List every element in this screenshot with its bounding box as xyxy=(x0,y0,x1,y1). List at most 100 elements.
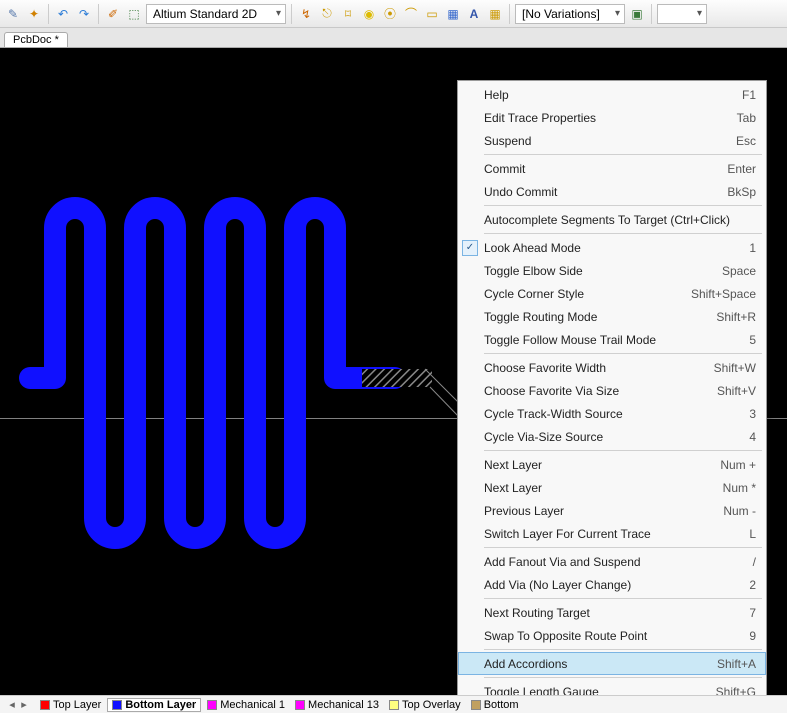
routing-context-menu: HelpF1Edit Trace PropertiesTabSuspendEsc… xyxy=(457,80,767,695)
variations-dropdown[interactable]: [No Variations] xyxy=(515,4,625,24)
menu-item[interactable]: Add Via (No Layer Change)2 xyxy=(458,573,766,596)
menu-item-label: Cycle Track-Width Source xyxy=(484,407,737,421)
menu-item[interactable]: Toggle Elbow SideSpace xyxy=(458,259,766,282)
tool-icon[interactable]: ⬚ xyxy=(125,5,143,23)
tool-icon[interactable]: ✎ xyxy=(4,5,22,23)
menu-item-label: Suspend xyxy=(484,134,724,148)
menu-item-label: Add Via (No Layer Change) xyxy=(484,578,737,592)
menu-item[interactable]: Swap To Opposite Route Point9 xyxy=(458,624,766,647)
menu-item-shortcut: Enter xyxy=(727,162,756,176)
separator xyxy=(291,4,292,24)
layer-nav: ◂ ▸ xyxy=(6,698,30,711)
layer-scroll-left-icon[interactable]: ◂ xyxy=(6,698,18,711)
menu-item-label: Toggle Length Gauge xyxy=(484,685,704,696)
menu-item[interactable]: Toggle Routing ModeShift+R xyxy=(458,305,766,328)
menu-item-label: Switch Layer For Current Trace xyxy=(484,527,737,541)
tool-icon[interactable]: ⌒ xyxy=(402,5,420,23)
tool-icon[interactable]: ▦ xyxy=(486,5,504,23)
menu-item[interactable]: Cycle Track-Width Source3 xyxy=(458,402,766,425)
menu-item-label: Undo Commit xyxy=(484,185,715,199)
layer-name: Mechanical 1 xyxy=(220,699,285,711)
menu-separator xyxy=(484,598,762,599)
menu-item[interactable]: Choose Favorite Via SizeShift+V xyxy=(458,379,766,402)
tool-icon[interactable]: ✦ xyxy=(25,5,43,23)
menu-separator xyxy=(484,205,762,206)
menu-item[interactable]: HelpF1 xyxy=(458,83,766,106)
layer-tab[interactable]: Mechanical 1 xyxy=(203,698,289,712)
menu-item[interactable]: Choose Favorite WidthShift+W xyxy=(458,356,766,379)
menu-item[interactable]: Add Fanout Via and Suspend/ xyxy=(458,550,766,573)
menu-item[interactable]: Autocomplete Segments To Target (Ctrl+Cl… xyxy=(458,208,766,231)
layer-scroll-right-icon[interactable]: ▸ xyxy=(18,698,30,711)
layer-tab[interactable]: Bottom xyxy=(467,698,523,712)
undo-icon[interactable]: ↶ xyxy=(54,5,72,23)
menu-item[interactable]: SuspendEsc xyxy=(458,129,766,152)
menu-item[interactable]: Next Layer Num + xyxy=(458,453,766,476)
document-tabs: PcbDoc * xyxy=(0,28,787,48)
separator xyxy=(48,4,49,24)
document-tab[interactable]: PcbDoc * xyxy=(4,32,68,47)
view-mode-label: Altium Standard 2D xyxy=(153,7,257,21)
menu-item-shortcut: Num + xyxy=(720,458,756,472)
menu-separator xyxy=(484,450,762,451)
menu-item-label: Swap To Opposite Route Point xyxy=(484,629,737,643)
menu-item-shortcut: 7 xyxy=(749,606,756,620)
layer-swatch xyxy=(40,700,50,710)
menu-separator xyxy=(484,353,762,354)
tab-title: PcbDoc * xyxy=(13,34,59,46)
tool-icon[interactable]: ⌑ xyxy=(339,5,357,23)
menu-item-label: Add Fanout Via and Suspend xyxy=(484,555,741,569)
menu-item[interactable]: Toggle Length Gauge Shift+G xyxy=(458,680,766,695)
menu-item[interactable]: Undo CommitBkSp xyxy=(458,180,766,203)
layer-name: Bottom Layer xyxy=(125,699,196,711)
tool-icon[interactable]: ⦿ xyxy=(381,5,399,23)
layer-name: Bottom xyxy=(484,699,519,711)
tool-icon[interactable]: ↯ xyxy=(297,5,315,23)
layer-swatch xyxy=(389,700,399,710)
menu-item-shortcut: Num * xyxy=(723,481,756,495)
menu-item[interactable]: Next Routing Target 7 xyxy=(458,601,766,624)
redo-icon[interactable]: ↷ xyxy=(75,5,93,23)
menu-item[interactable]: Cycle Via-Size Source4 xyxy=(458,425,766,448)
menu-item-label: Toggle Follow Mouse Trail Mode xyxy=(484,333,737,347)
check-icon: ✓ xyxy=(462,240,478,256)
menu-item[interactable]: Edit Trace PropertiesTab xyxy=(458,106,766,129)
tool-icon[interactable]: ▭ xyxy=(423,5,441,23)
menu-item[interactable]: Next LayerNum * xyxy=(458,476,766,499)
menu-item-label: Cycle Via-Size Source xyxy=(484,430,737,444)
menu-item[interactable]: Toggle Follow Mouse Trail Mode5 xyxy=(458,328,766,351)
menu-item[interactable]: CommitEnter xyxy=(458,157,766,180)
menu-item-shortcut: Shift+G xyxy=(716,685,756,696)
menu-item[interactable]: Previous LayerNum - xyxy=(458,499,766,522)
menu-item-shortcut: Shift+A xyxy=(717,657,756,671)
tool-icon[interactable]: ⎋ xyxy=(318,5,336,23)
menu-separator xyxy=(484,154,762,155)
tool-icon[interactable]: ✐ xyxy=(104,5,122,23)
empty-dropdown[interactable] xyxy=(657,4,707,24)
menu-item-shortcut: Num - xyxy=(723,504,756,518)
tool-icon[interactable]: ▣ xyxy=(628,5,646,23)
menu-item[interactable]: ✓Look Ahead Mode1 xyxy=(458,236,766,259)
layer-swatch xyxy=(207,700,217,710)
view-mode-dropdown[interactable]: Altium Standard 2D xyxy=(146,4,286,24)
menu-item-label: Choose Favorite Width xyxy=(484,361,702,375)
text-tool-icon[interactable]: A xyxy=(465,5,483,23)
pcb-trace xyxy=(0,48,460,608)
layer-tab[interactable]: Top Layer xyxy=(36,698,105,712)
tool-icon[interactable]: ▦ xyxy=(444,5,462,23)
menu-item[interactable]: Add AccordionsShift+A xyxy=(458,652,766,675)
menu-item-label: Next Routing Target xyxy=(484,606,737,620)
menu-item-label: Next Layer xyxy=(484,458,708,472)
layer-tab[interactable]: Bottom Layer xyxy=(107,698,201,712)
main-toolbar: ✎ ✦ ↶ ↷ ✐ ⬚ Altium Standard 2D ↯ ⎋ ⌑ ◉ ⦿… xyxy=(0,0,787,28)
menu-item-label: Edit Trace Properties xyxy=(484,111,725,125)
menu-item[interactable]: Cycle Corner StyleShift+Space xyxy=(458,282,766,305)
layer-tab[interactable]: Mechanical 13 xyxy=(291,698,383,712)
layer-tab[interactable]: Top Overlay xyxy=(385,698,465,712)
tool-icon[interactable]: ◉ xyxy=(360,5,378,23)
pcb-canvas[interactable]: HelpF1Edit Trace PropertiesTabSuspendEsc… xyxy=(0,48,787,695)
menu-item-label: Toggle Routing Mode xyxy=(484,310,704,324)
menu-separator xyxy=(484,649,762,650)
menu-item[interactable]: Switch Layer For Current TraceL xyxy=(458,522,766,545)
menu-item-shortcut: Shift+Space xyxy=(691,287,756,301)
